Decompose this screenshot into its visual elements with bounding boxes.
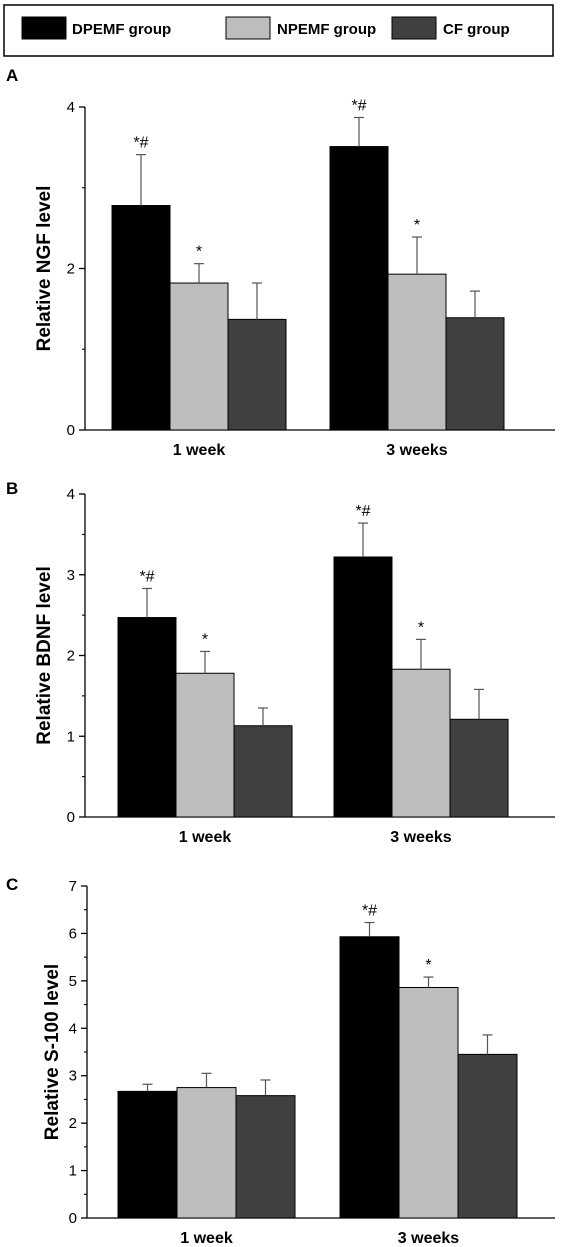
significance-label: * bbox=[418, 619, 424, 636]
significance-label: * bbox=[425, 957, 431, 974]
bar-npemf-1-week bbox=[169, 282, 229, 431]
y-tick-label: 5 bbox=[69, 973, 77, 990]
panel-b-bdnf-chart: B 0 1 2 3 4 Relative BDNF level *# * 1 week *# * 3 … bbox=[6, 479, 555, 846]
legend-label-dpemf: DPEMF group bbox=[72, 21, 171, 38]
bar-dpemf-1-week bbox=[117, 1090, 178, 1219]
y-tick-label: 0 bbox=[67, 809, 75, 826]
y-tick-label: 2 bbox=[67, 648, 75, 665]
panel-letter-a: A bbox=[6, 66, 18, 85]
significance-label: *# bbox=[139, 568, 154, 585]
y-axis-label: Relative S-100 level bbox=[42, 964, 63, 1140]
y-tick-label: 2 bbox=[67, 261, 75, 278]
legend-swatch-dpemf bbox=[21, 16, 67, 40]
y-tick-label: 1 bbox=[67, 728, 75, 745]
bar-cf-1-week bbox=[233, 725, 293, 818]
significance-label: *# bbox=[351, 97, 366, 114]
panel-a-ngf-chart: A 0 2 4 Relative NGF level *# * 1 week *# * 3 wee… bbox=[6, 66, 555, 459]
y-tick-label: 4 bbox=[67, 99, 75, 116]
significance-label: * bbox=[202, 631, 208, 648]
bar-cf-3-weeks bbox=[457, 1053, 518, 1219]
significance-label: *# bbox=[133, 135, 148, 152]
panel-letter-b: B bbox=[6, 479, 18, 498]
bar-npemf-1-week bbox=[176, 1087, 237, 1219]
legend-swatch-npemf bbox=[225, 16, 271, 40]
legend-label-npemf: NPEMF group bbox=[277, 21, 376, 38]
legend: DPEMF group NPEMF group CF group bbox=[3, 4, 554, 57]
bar-dpemf-1-week bbox=[117, 617, 177, 818]
bar-cf-3-weeks bbox=[445, 317, 505, 431]
y-tick-label: 7 bbox=[69, 878, 77, 895]
bar-npemf-3-weeks bbox=[391, 668, 451, 818]
bar-dpemf-3-weeks bbox=[333, 556, 393, 818]
panel-letter-c: C bbox=[6, 875, 18, 894]
significance-label: * bbox=[414, 217, 420, 234]
x-category-label: 1 week bbox=[173, 442, 226, 459]
bar-dpemf-3-weeks bbox=[329, 146, 389, 431]
bar-dpemf-3-weeks bbox=[339, 936, 400, 1219]
x-category-label: 1 week bbox=[179, 829, 232, 846]
bar-npemf-3-weeks bbox=[398, 986, 459, 1219]
significance-label: *# bbox=[355, 503, 370, 520]
y-axis-label: Relative NGF level bbox=[34, 186, 55, 352]
y-axis-label: Relative BDNF level bbox=[34, 566, 55, 744]
y-tick-label: 0 bbox=[67, 422, 75, 439]
bar-npemf-3-weeks bbox=[387, 273, 447, 431]
y-tick-label: 2 bbox=[69, 1115, 77, 1132]
y-tick-label: 3 bbox=[69, 1068, 77, 1085]
y-tick-label: 4 bbox=[67, 486, 75, 503]
y-tick-label: 6 bbox=[69, 925, 77, 942]
bar-cf-3-weeks bbox=[449, 718, 509, 818]
x-category-label: 3 weeks bbox=[390, 829, 451, 846]
panel-c-s100-chart: C 0 1 2 3 4 5 6 7 Relative S-100 level 1 week *# * 3… bbox=[6, 875, 555, 1247]
bar-cf-1-week bbox=[227, 318, 287, 431]
legend-frame bbox=[3, 4, 554, 57]
x-category-label: 3 weeks bbox=[386, 442, 447, 459]
x-category-label: 3 weeks bbox=[398, 1230, 459, 1247]
x-category-label: 1 week bbox=[180, 1230, 233, 1247]
significance-label: * bbox=[196, 244, 202, 261]
bar-dpemf-1-week bbox=[111, 205, 171, 431]
y-tick-label: 1 bbox=[69, 1163, 77, 1180]
y-tick-label: 3 bbox=[67, 567, 75, 584]
legend-swatch-cf bbox=[391, 16, 437, 40]
bar-cf-1-week bbox=[235, 1095, 296, 1219]
legend-label-cf: CF group bbox=[443, 21, 510, 38]
significance-label: *# bbox=[362, 903, 377, 920]
y-tick-label: 0 bbox=[69, 1210, 77, 1227]
bar-npemf-1-week bbox=[175, 672, 235, 818]
y-tick-label: 4 bbox=[69, 1020, 77, 1037]
